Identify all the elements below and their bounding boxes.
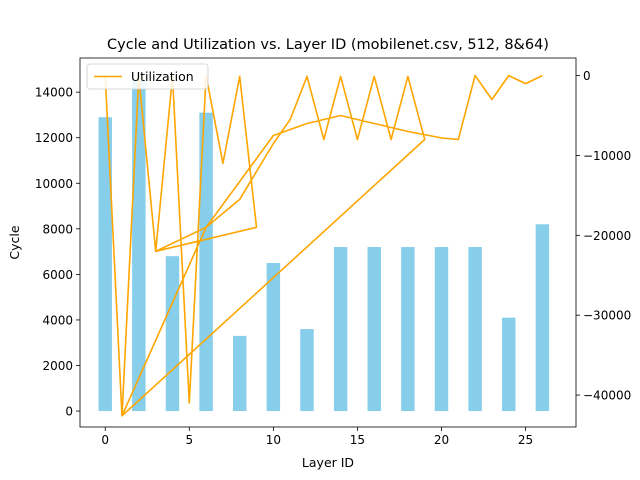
y-tick-label: 2000	[42, 359, 73, 373]
utilization-line-layer	[104, 74, 543, 417]
bar	[535, 224, 550, 412]
bar	[98, 117, 112, 412]
bar	[333, 247, 348, 412]
y-tick-label: 10000	[35, 177, 73, 191]
x-tick-label: 20	[434, 433, 449, 447]
y-tick-label: 12000	[35, 131, 73, 145]
y2-tick-label: −20000	[583, 229, 631, 243]
bar	[401, 247, 415, 412]
left-y-axis: 0 2000 4000 6000 8000 10000 12000 14000	[35, 86, 80, 419]
y-tick-label: 8000	[42, 222, 73, 236]
y-axis-label: Cycle	[7, 225, 22, 259]
y-tick-label: 14000	[35, 86, 73, 100]
x-tick-label: 25	[518, 433, 533, 447]
y-tick-label: 0	[65, 405, 73, 419]
bar	[266, 263, 281, 412]
x-tick-label: 10	[266, 433, 281, 447]
y2-tick-label: −40000	[583, 389, 631, 403]
x-tick-label: 15	[350, 433, 365, 447]
bar	[502, 317, 516, 412]
legend-label-utilization: Utilization	[131, 69, 194, 84]
series-line-utilization	[104, 74, 543, 417]
bar	[132, 80, 146, 412]
y-tick-label: 6000	[42, 268, 73, 282]
bars-layer	[98, 80, 550, 412]
x-tick-label: 5	[185, 433, 193, 447]
plot-frame	[79, 57, 577, 428]
legend: Utilization	[86, 63, 209, 90]
bar	[165, 256, 180, 412]
chart-title: Cycle and Utilization vs. Layer ID (mobi…	[107, 37, 549, 53]
x-axis-label: Layer ID	[302, 455, 354, 470]
x-axis: 0 5 10 15 20 25	[101, 427, 533, 447]
bar	[434, 247, 449, 412]
x-tick-label: 0	[101, 433, 109, 447]
y-tick-label: 4000	[42, 313, 73, 327]
y2-tick-label: 0	[583, 69, 591, 83]
y2-tick-label: −30000	[583, 309, 631, 323]
bar	[233, 335, 247, 412]
legend-box	[86, 63, 209, 90]
right-y-axis: 0 −10000 −20000 −30000 −40000	[576, 69, 631, 403]
bar	[367, 247, 381, 412]
bar	[300, 329, 314, 412]
y2-tick-label: −10000	[583, 149, 631, 163]
bar	[468, 247, 482, 412]
